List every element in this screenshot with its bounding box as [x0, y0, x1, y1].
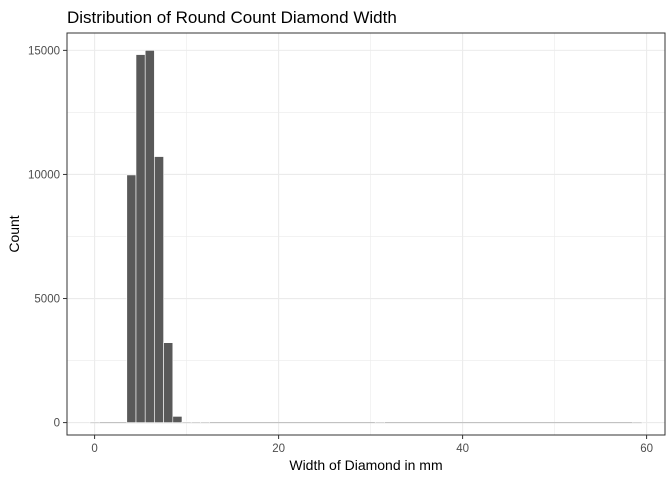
histogram-bar	[200, 421, 210, 423]
y-tick-label: 0	[54, 418, 60, 430]
x-tick-label: 40	[456, 443, 469, 455]
histogram-bar	[632, 421, 643, 423]
x-axis-title: Width of Diamond in mm	[289, 457, 442, 473]
histogram-bar	[374, 421, 385, 423]
histogram-bar	[163, 342, 174, 423]
bars	[89, 50, 643, 424]
histogram-bar	[144, 50, 155, 423]
y-axis-ticks: 0 5000 10000 15000	[28, 45, 67, 430]
y-tick-label: 15000	[28, 45, 60, 57]
histogram-bar	[154, 156, 164, 423]
histogram-bar	[181, 421, 192, 423]
x-tick-label: 20	[272, 443, 285, 455]
histogram-bar	[190, 421, 201, 423]
chart-title: Distribution of Round Count Diamond Widt…	[67, 8, 397, 27]
panel-border	[66, 32, 666, 436]
histogram-bar	[126, 174, 137, 423]
x-tick-label: 60	[640, 443, 653, 455]
histogram-bar	[172, 416, 183, 423]
x-axis-ticks: 0 20 40 60	[91, 435, 653, 455]
x-tick-label: 0	[91, 443, 97, 455]
y-tick-label: 10000	[28, 169, 60, 181]
y-tick-label: 5000	[34, 294, 60, 306]
y-axis-title: Count	[6, 215, 22, 252]
histogram-bar	[89, 421, 100, 423]
histogram-bar	[135, 54, 146, 423]
